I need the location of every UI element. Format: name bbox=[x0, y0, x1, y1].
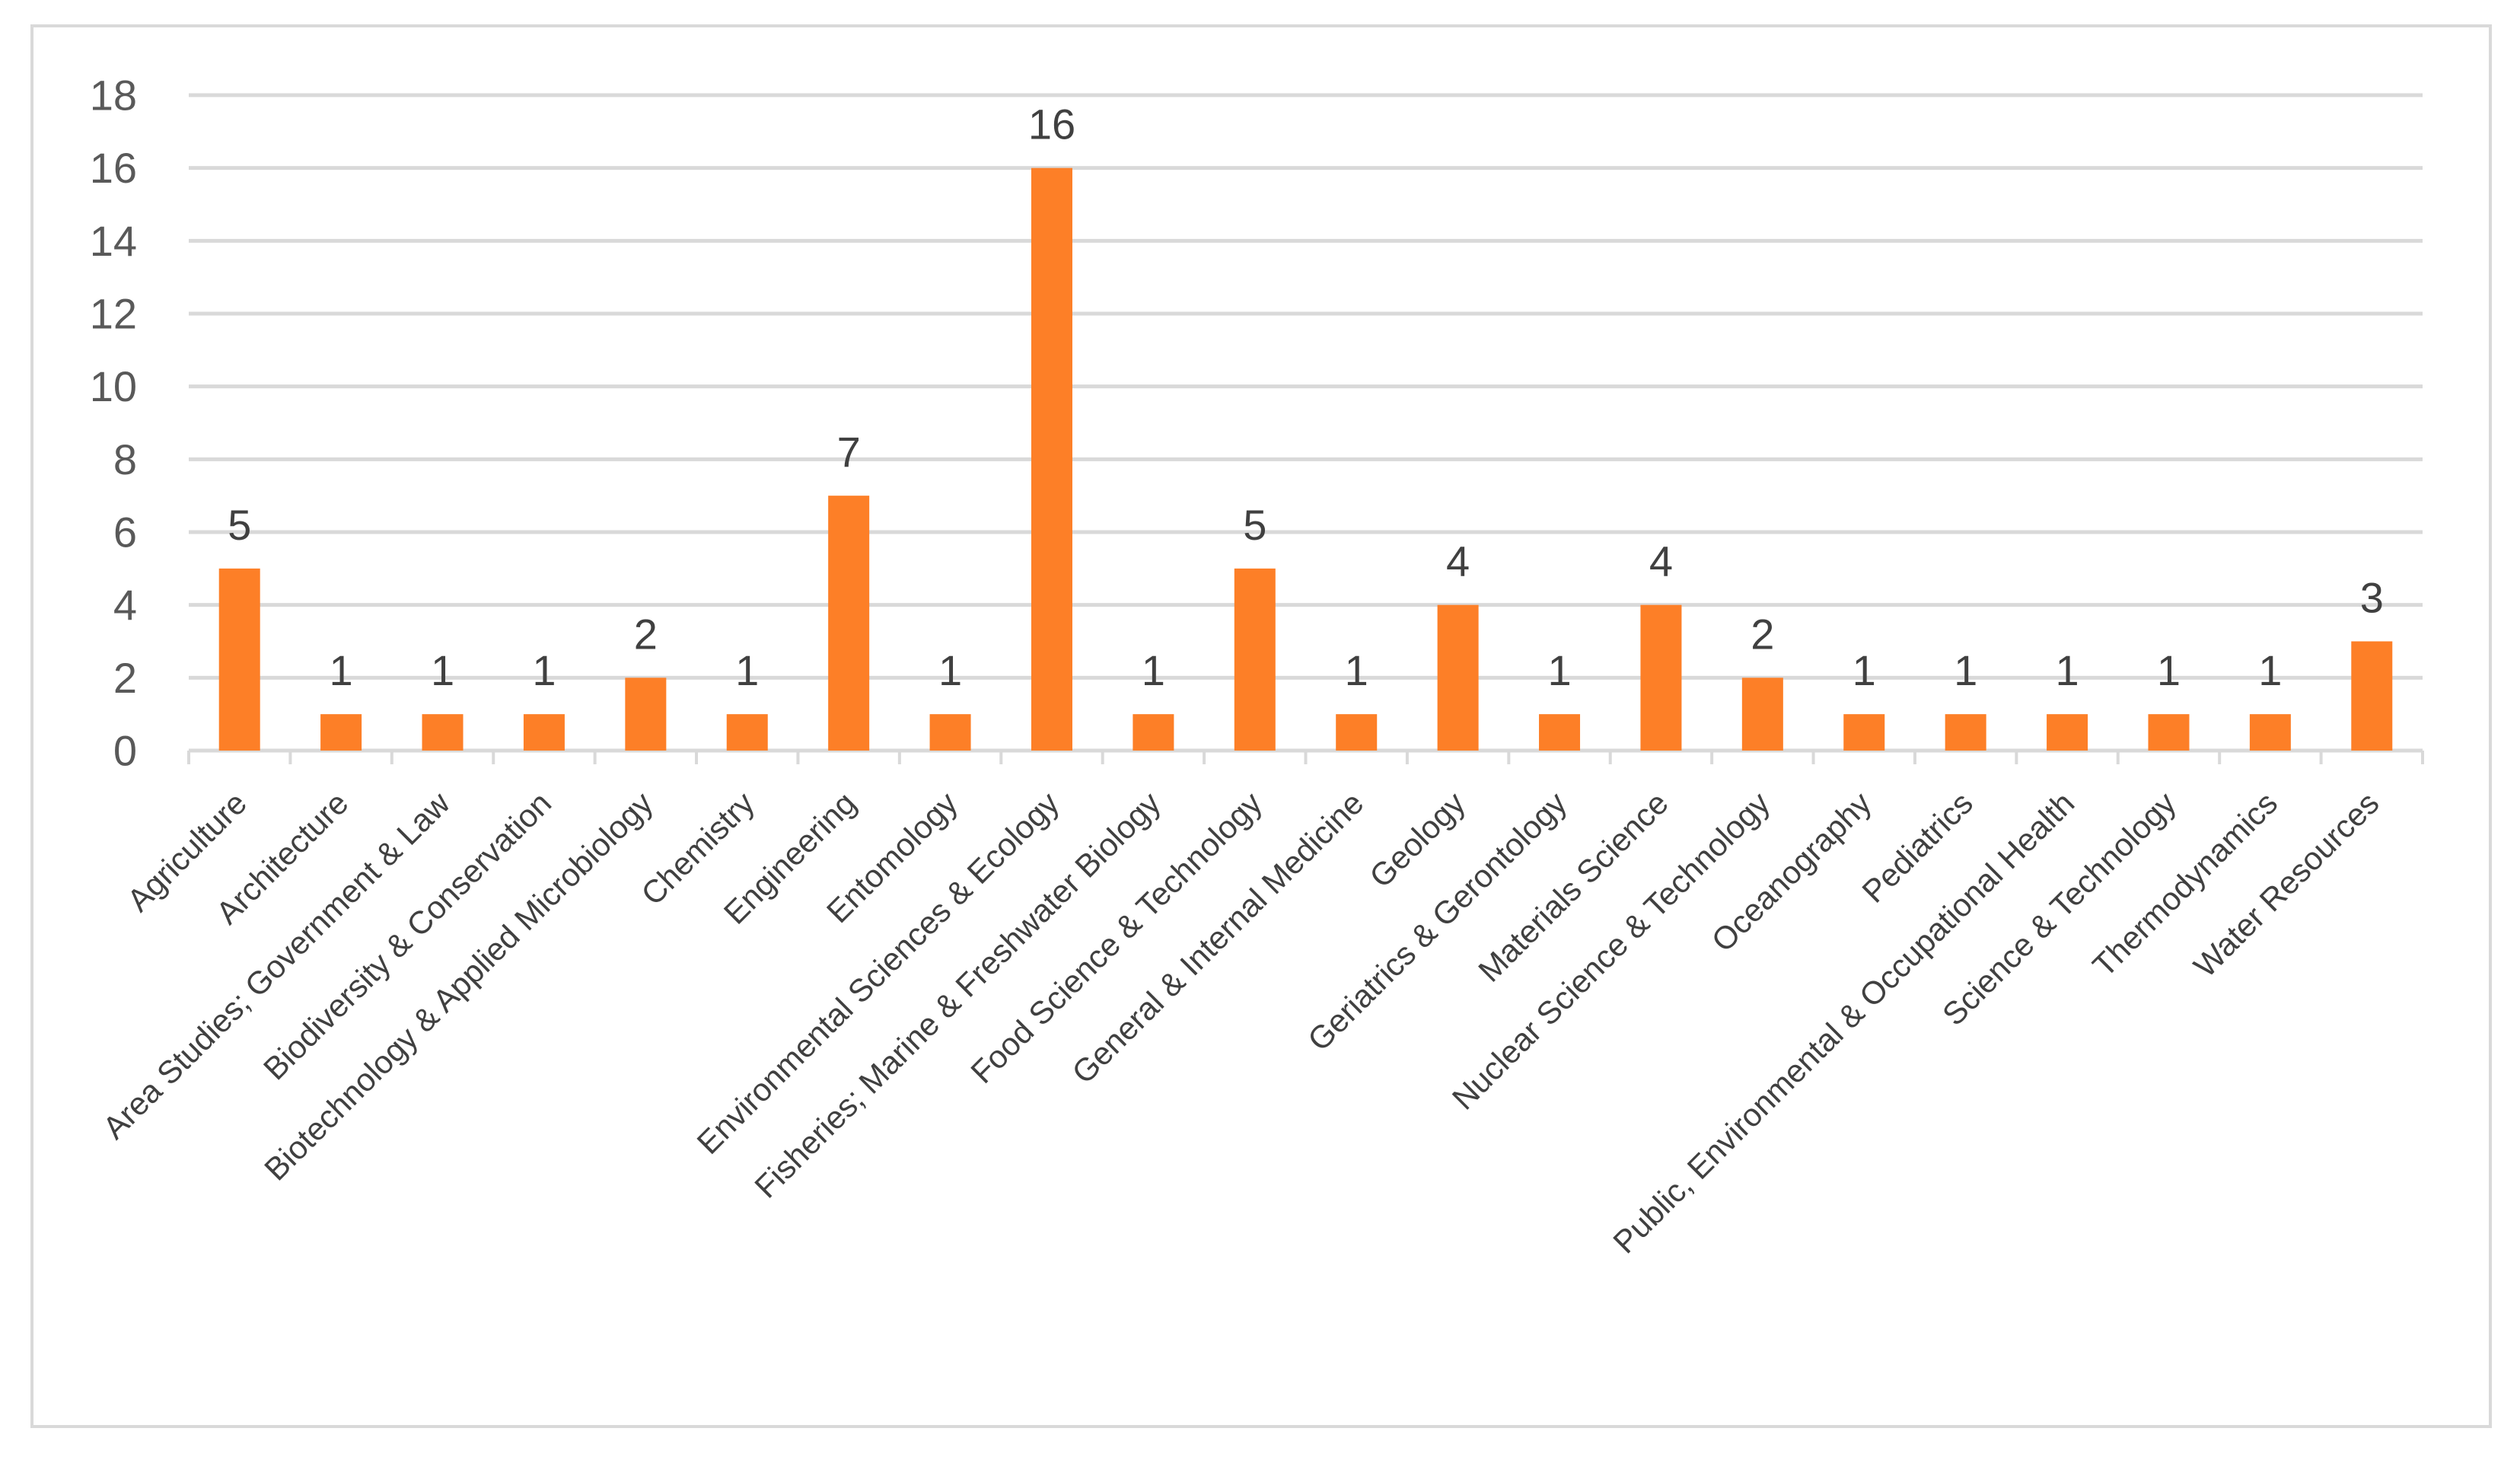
category-label-thermodynamics: Thermodynamics bbox=[2085, 785, 2284, 984]
data-label-fisheries-marine-freshwater-biology: 1 bbox=[1142, 646, 1165, 694]
bar-food-science-technology bbox=[1234, 568, 1276, 751]
bar-biodiversity-conservation bbox=[523, 714, 565, 751]
bar-fisheries-marine-freshwater-biology bbox=[1133, 714, 1174, 751]
bars bbox=[218, 167, 2393, 751]
bar-geriatrics-gerontology bbox=[1539, 714, 1581, 751]
data-label-public-environmental-occupational-health: 1 bbox=[2055, 646, 2079, 694]
data-label-food-science-technology: 5 bbox=[1243, 501, 1266, 549]
data-label-general-internal-medicine: 1 bbox=[1345, 646, 1368, 694]
bar-entomology bbox=[929, 714, 971, 751]
category-label-water-resources: Water Resources bbox=[2187, 785, 2386, 984]
data-label-science-technology: 1 bbox=[2157, 646, 2181, 694]
y-tick-label-12: 12 bbox=[90, 290, 137, 338]
data-label-water-resources: 3 bbox=[2360, 574, 2384, 622]
y-tick-label-6: 6 bbox=[113, 509, 137, 556]
bar-agriculture bbox=[218, 568, 260, 751]
data-label-architecture: 1 bbox=[330, 646, 353, 694]
data-label-thermodynamics: 1 bbox=[2258, 646, 2282, 694]
y-tick-label-18: 18 bbox=[90, 72, 137, 120]
bar-thermodynamics bbox=[2249, 714, 2291, 751]
data-label-materials-science: 4 bbox=[1649, 537, 1673, 585]
y-tick-label-0: 0 bbox=[113, 727, 137, 775]
bar-environmental-sciences-ecology bbox=[1031, 167, 1072, 751]
bar-water-resources bbox=[2351, 641, 2393, 751]
y-tick-label-14: 14 bbox=[90, 217, 137, 265]
bar-pediatrics bbox=[1945, 714, 1986, 751]
bar-engineering bbox=[828, 496, 870, 751]
data-label-engineering: 7 bbox=[837, 428, 861, 476]
data-label-agriculture: 5 bbox=[228, 501, 251, 549]
data-label-entomology: 1 bbox=[938, 646, 962, 694]
data-label-pediatrics: 1 bbox=[1954, 646, 1977, 694]
axes bbox=[187, 748, 2424, 764]
y-axis-ticks: 0 2 4 6 8 10 12 14 16 18 bbox=[90, 72, 137, 775]
bar-materials-science bbox=[1640, 604, 1682, 751]
category-label-materials-science: Materials Science bbox=[1471, 785, 1675, 989]
y-tick-label-8: 8 bbox=[113, 435, 137, 483]
bar-science-technology bbox=[2148, 714, 2190, 751]
bar-chemistry bbox=[726, 714, 768, 751]
y-tick-label-4: 4 bbox=[113, 581, 137, 629]
bar-general-internal-medicine bbox=[1336, 714, 1378, 751]
category-label-public-environmental-occupational-health: Public, Environmental & Occupational Hea… bbox=[1606, 785, 2081, 1260]
y-tick-label-2: 2 bbox=[113, 654, 137, 702]
bar-nuclear-science-technology bbox=[1741, 677, 1783, 751]
category-label-environmental-sciences-ecology: Environmental Sciences & Ecology bbox=[690, 785, 1066, 1161]
data-label-geriatrics-gerontology: 1 bbox=[1547, 646, 1571, 694]
data-label-geology: 4 bbox=[1446, 537, 1470, 585]
y-tick-label-10: 10 bbox=[90, 362, 137, 410]
data-label-nuclear-science-technology: 2 bbox=[1751, 610, 1774, 658]
data-label-biodiversity-conservation: 1 bbox=[532, 646, 556, 694]
data-label-biotechnology-applied-microbiology: 2 bbox=[634, 610, 658, 658]
y-tick-label-16: 16 bbox=[90, 144, 137, 192]
data-label-chemistry: 1 bbox=[735, 646, 759, 694]
data-labels: 5 1 1 1 2 1 7 1 16 1 5 1 4 1 4 2 1 1 1 1 1 3 bbox=[228, 100, 2384, 695]
gridlines bbox=[189, 93, 2423, 680]
data-label-environmental-sciences-ecology: 16 bbox=[1028, 100, 1075, 148]
bar-biotechnology-applied-microbiology bbox=[625, 677, 667, 751]
bar-architecture bbox=[320, 714, 362, 751]
bar-public-environmental-occupational-health bbox=[2047, 714, 2088, 751]
bar-oceanography bbox=[1843, 714, 1885, 751]
bar-area-studies-government-law bbox=[422, 714, 464, 751]
data-label-oceanography: 1 bbox=[1853, 646, 1876, 694]
data-label-area-studies-government-law: 1 bbox=[431, 646, 454, 694]
bar-geology bbox=[1437, 604, 1479, 751]
